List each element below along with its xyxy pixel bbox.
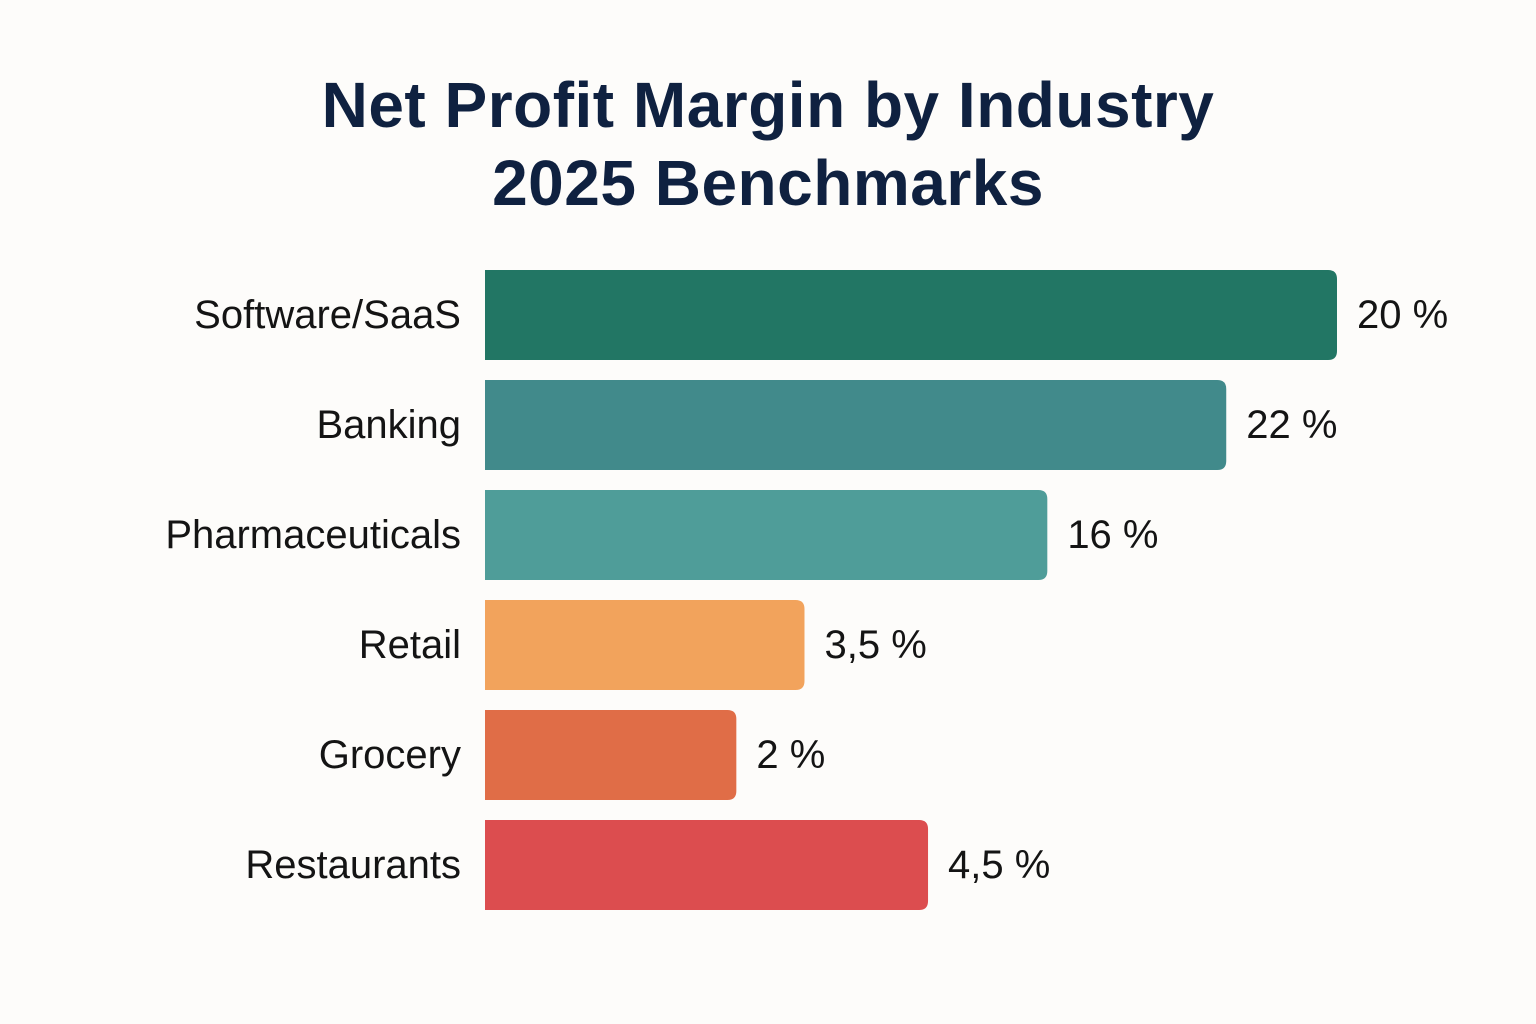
bar-grocery	[485, 710, 737, 800]
category-label-retail: Retail	[359, 623, 461, 667]
value-label-software-saas: 20 %	[1357, 293, 1448, 337]
value-label-retail: 3,5 %	[825, 623, 927, 667]
chart-title: Net Profit Margin by Industry	[321, 69, 1215, 141]
value-label-pharmaceuticals: 16 %	[1067, 513, 1158, 557]
bar-software-saas	[485, 270, 1337, 360]
bar-banking	[485, 380, 1227, 470]
category-label-pharmaceuticals: Pharmaceuticals	[165, 513, 461, 557]
value-label-grocery: 2 %	[756, 733, 825, 777]
value-label-restaurants: 4,5 %	[948, 843, 1050, 887]
category-label-banking: Banking	[316, 403, 461, 447]
bar-restaurants	[485, 820, 929, 910]
chart-title-block: Net Profit Margin by Industry 2025 Bench…	[0, 66, 1536, 222]
category-label-grocery: Grocery	[319, 733, 461, 777]
bar-pharmaceuticals	[485, 490, 1048, 580]
category-label-restaurants: Restaurants	[245, 843, 461, 887]
category-label-software-saas: Software/SaaS	[194, 293, 461, 337]
bar-retail	[485, 600, 805, 690]
value-label-banking: 22 %	[1246, 403, 1337, 447]
chart-subtitle: 2025 Benchmarks	[492, 147, 1044, 219]
